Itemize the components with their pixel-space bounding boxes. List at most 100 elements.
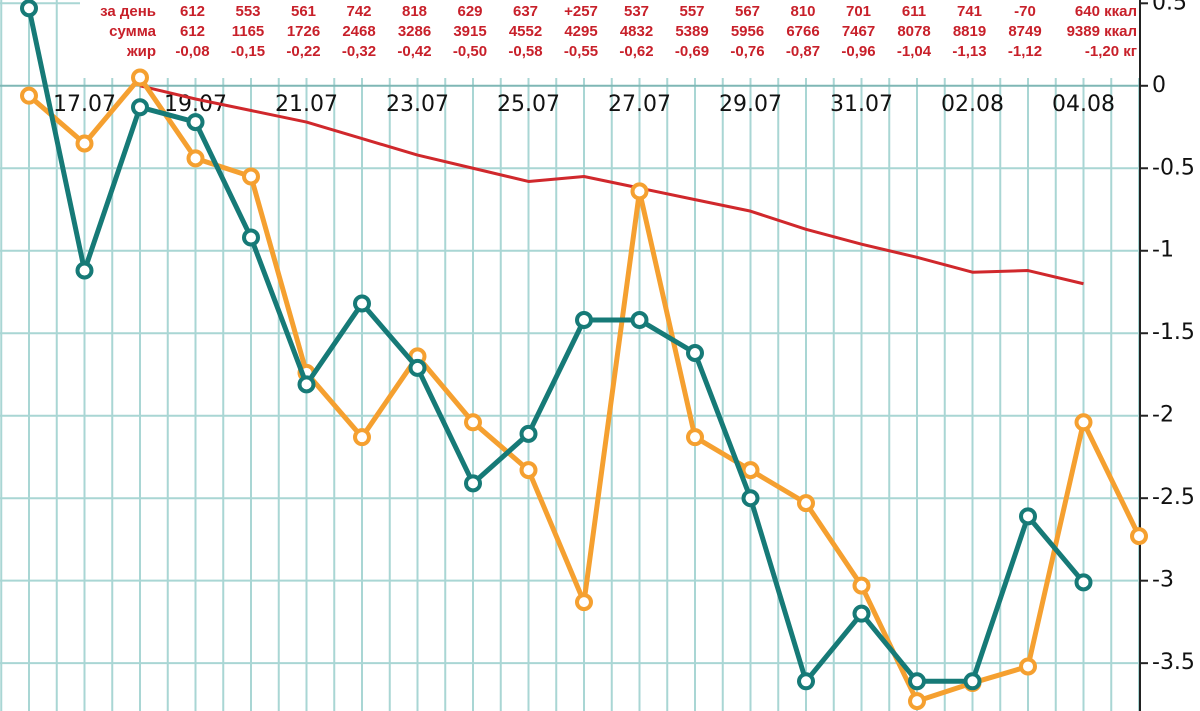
y-tick-label: -3.5	[1152, 650, 1195, 675]
table-cell: 611	[902, 3, 926, 20]
table-cell: 701	[846, 3, 871, 20]
table-cell: -1,20 кг	[1085, 43, 1137, 60]
table-cell: 8078	[897, 23, 930, 40]
table-cell: 5956	[731, 23, 764, 40]
table-cell: 7467	[842, 23, 875, 40]
table-cell: -0,15	[231, 43, 265, 60]
point	[686, 428, 704, 447]
point	[353, 294, 371, 313]
table-cell: 1726	[287, 23, 320, 40]
table-cell: 640 ккал	[1075, 3, 1137, 20]
point	[464, 413, 482, 432]
table-cell: 561	[291, 3, 316, 20]
series-line	[26, 7, 1086, 684]
table-background	[80, 0, 1140, 78]
y-tick-label: 0	[1152, 73, 1166, 98]
point	[131, 68, 149, 87]
table-cell: 4295	[564, 23, 597, 40]
point	[519, 461, 538, 480]
table-cell: 612	[180, 23, 205, 40]
table-cell: -0,69	[675, 43, 709, 60]
table-cell: -0,42	[397, 43, 431, 60]
x-tick-label: 21.07	[275, 92, 338, 117]
table-cell: 637	[513, 3, 538, 20]
table-cell: -0,87	[786, 43, 820, 60]
point	[963, 672, 982, 691]
x-tick-label: 04.08	[1052, 92, 1115, 117]
point	[297, 375, 316, 394]
point	[575, 593, 593, 612]
table-cell: -0,22	[286, 43, 320, 60]
y-tick-label: -0.5	[1152, 155, 1195, 180]
point	[1019, 657, 1037, 676]
y-tick-label: -2	[1152, 403, 1174, 428]
table-cell: -0,76	[730, 43, 764, 60]
point	[852, 604, 871, 623]
x-tick-label: 31.07	[830, 92, 893, 117]
y-tick-label: -1	[1152, 238, 1174, 263]
table-cell: 9389 ккал	[1067, 23, 1137, 40]
point	[131, 98, 149, 117]
point	[908, 692, 926, 711]
table-cell: -0,32	[342, 43, 376, 60]
table-cell: 537	[624, 3, 649, 20]
point	[797, 672, 815, 691]
table-cell: 557	[679, 3, 704, 20]
table-cell: 818	[402, 3, 427, 20]
point	[575, 311, 593, 330]
table-cell: 8819	[953, 23, 986, 40]
table-cell: 612	[180, 3, 205, 20]
y-tick-label: -1.5	[1152, 320, 1195, 345]
point	[797, 494, 815, 513]
table-cell: 3915	[453, 23, 486, 40]
point	[186, 149, 205, 168]
point	[519, 424, 538, 443]
table-cell: -0,50	[453, 43, 487, 60]
point	[1130, 527, 1148, 546]
table-cell: 5389	[675, 23, 708, 40]
table-cell: 741	[957, 3, 982, 20]
point	[186, 113, 205, 132]
table-cell: 553	[235, 3, 260, 20]
x-tick-label: 25.07	[497, 92, 560, 117]
point	[1074, 413, 1093, 432]
point	[20, 0, 38, 18]
table-cell: -0,08	[175, 43, 209, 60]
point	[908, 672, 926, 691]
table-cell: 810	[790, 3, 815, 20]
series-line	[139, 84, 1084, 286]
table-cell: +257	[564, 3, 598, 20]
y-tick-label: 0.5	[1152, 0, 1187, 15]
grid	[0, 0, 1140, 711]
point	[408, 358, 427, 377]
point	[1019, 507, 1037, 526]
point	[852, 576, 871, 595]
table-row-label: жир	[126, 43, 156, 60]
table-cell: -0,55	[564, 43, 598, 60]
table-cell: -0,96	[841, 43, 875, 60]
point	[75, 261, 94, 280]
point	[741, 489, 760, 508]
table-cell: 4832	[620, 23, 653, 40]
table-cell: -1,04	[897, 43, 932, 60]
table-cell: 567	[735, 3, 760, 20]
table-cell: 629	[457, 3, 482, 20]
point	[20, 86, 38, 105]
table-cell: -0,58	[508, 43, 542, 60]
x-tick-label: 27.07	[608, 92, 671, 117]
table-cell: 2468	[342, 23, 375, 40]
x-tick-label: 02.08	[941, 92, 1004, 117]
table-cell: -1,12	[1008, 43, 1042, 60]
table-row-label: за день	[100, 3, 156, 20]
point	[1074, 573, 1093, 592]
table-cell: 742	[346, 3, 371, 20]
x-tick-label: 17.07	[53, 92, 116, 117]
point	[686, 344, 704, 363]
x-tick-label: 29.07	[719, 92, 782, 117]
y-tick-label: -2.5	[1152, 485, 1195, 510]
point	[630, 311, 649, 330]
table-cell: 1165	[232, 23, 265, 40]
table-cell: 4552	[509, 23, 542, 40]
